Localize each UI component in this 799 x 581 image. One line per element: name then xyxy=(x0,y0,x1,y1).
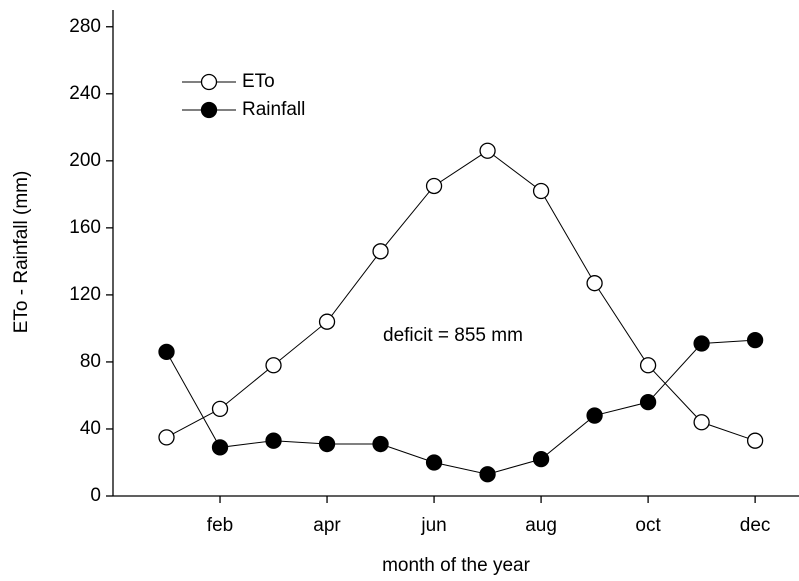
data-point xyxy=(586,407,603,424)
x-tick-label: aug xyxy=(525,515,557,536)
y-tick-label: 80 xyxy=(80,351,101,372)
data-point xyxy=(586,275,603,292)
data-point xyxy=(479,142,496,159)
data-point xyxy=(158,429,175,446)
y-tick-label: 40 xyxy=(80,418,101,439)
series-line xyxy=(166,150,756,442)
data-point xyxy=(746,331,764,349)
x-tick-label: dec xyxy=(740,515,771,536)
data-point xyxy=(425,454,443,471)
data-point xyxy=(693,414,710,431)
x-tick-label: apr xyxy=(313,515,341,536)
data-point xyxy=(746,432,764,449)
legend-marker xyxy=(200,101,218,119)
legend-label: Rainfall xyxy=(242,99,305,120)
x-tick-label: jun xyxy=(420,515,446,536)
data-point xyxy=(532,182,550,200)
data-point xyxy=(372,435,389,453)
y-tick-label: 240 xyxy=(69,83,101,104)
data-point xyxy=(532,450,550,468)
data-point xyxy=(318,313,336,330)
annotation: deficit = 855 mm xyxy=(383,325,523,346)
data-point xyxy=(639,394,657,411)
data-point xyxy=(265,432,282,449)
y-tick-label: 200 xyxy=(69,150,101,171)
data-point xyxy=(211,400,229,418)
data-point xyxy=(158,343,175,361)
data-point xyxy=(479,466,496,483)
data-point xyxy=(639,357,657,374)
data-point xyxy=(372,243,389,260)
data-point xyxy=(693,335,710,352)
y-tick-label: 0 xyxy=(90,485,101,506)
legend-marker xyxy=(200,73,218,91)
y-tick-label: 160 xyxy=(69,217,101,238)
series-line xyxy=(166,339,756,475)
x-axis-label: month of the year xyxy=(382,555,531,576)
data-point xyxy=(425,177,443,195)
data-point xyxy=(211,439,229,456)
y-axis-label: ETo - Rainfall (mm) xyxy=(11,171,32,334)
y-tick-label: 120 xyxy=(69,284,101,305)
y-tick-label: 280 xyxy=(69,16,101,37)
data-point xyxy=(318,435,336,453)
x-tick-label: feb xyxy=(207,515,233,536)
x-tick-label: oct xyxy=(635,515,661,536)
legend-label: ETo xyxy=(242,71,275,92)
data-point xyxy=(265,357,282,374)
